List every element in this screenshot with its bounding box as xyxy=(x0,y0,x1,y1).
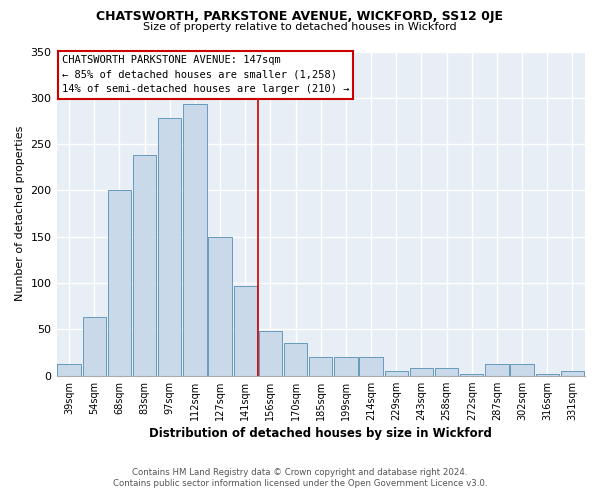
Bar xyxy=(259,331,282,376)
Bar xyxy=(309,357,332,376)
Text: Size of property relative to detached houses in Wickford: Size of property relative to detached ho… xyxy=(143,22,457,32)
Bar xyxy=(83,318,106,376)
Y-axis label: Number of detached properties: Number of detached properties xyxy=(15,126,25,302)
Bar xyxy=(208,237,232,376)
Bar xyxy=(561,371,584,376)
Bar xyxy=(435,368,458,376)
X-axis label: Distribution of detached houses by size in Wickford: Distribution of detached houses by size … xyxy=(149,427,492,440)
Bar xyxy=(108,190,131,376)
Bar xyxy=(334,357,358,376)
Text: Contains HM Land Registry data © Crown copyright and database right 2024.
Contai: Contains HM Land Registry data © Crown c… xyxy=(113,468,487,487)
Bar xyxy=(284,344,307,376)
Bar xyxy=(233,286,257,376)
Bar xyxy=(58,364,81,376)
Bar xyxy=(460,374,484,376)
Bar xyxy=(536,374,559,376)
Text: CHATSWORTH, PARKSTONE AVENUE, WICKFORD, SS12 0JE: CHATSWORTH, PARKSTONE AVENUE, WICKFORD, … xyxy=(97,10,503,23)
Text: CHATSWORTH PARKSTONE AVENUE: 147sqm
← 85% of detached houses are smaller (1,258): CHATSWORTH PARKSTONE AVENUE: 147sqm ← 85… xyxy=(62,54,349,94)
Bar xyxy=(359,357,383,376)
Bar xyxy=(385,371,408,376)
Bar xyxy=(485,364,509,376)
Bar xyxy=(410,368,433,376)
Bar xyxy=(183,104,206,376)
Bar xyxy=(133,155,157,376)
Bar xyxy=(511,364,534,376)
Bar xyxy=(158,118,181,376)
